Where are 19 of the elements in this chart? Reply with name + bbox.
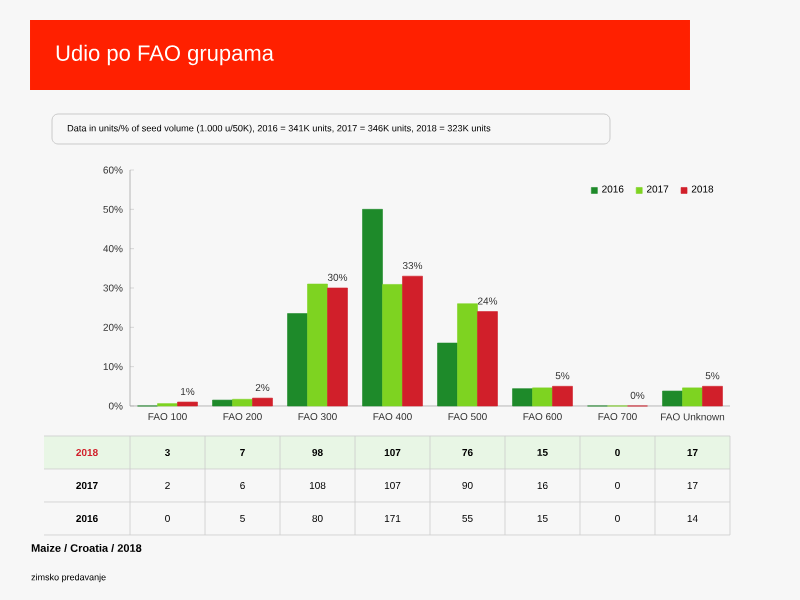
bar	[402, 275, 423, 407]
bar	[552, 386, 573, 407]
bar	[327, 287, 348, 407]
bar	[477, 311, 498, 407]
bar	[662, 390, 683, 407]
bar	[212, 399, 233, 407]
bar	[232, 398, 253, 407]
bar	[682, 387, 703, 407]
bar	[287, 313, 308, 407]
bar	[532, 387, 553, 407]
bar	[702, 386, 723, 407]
bar	[437, 342, 458, 407]
chart-title: Udio po FAO grupama	[56, 44, 274, 66]
bar	[307, 283, 328, 407]
bar	[362, 209, 383, 407]
bar	[382, 284, 403, 407]
bar	[512, 388, 533, 407]
bar	[457, 303, 478, 407]
bar	[252, 397, 273, 407]
